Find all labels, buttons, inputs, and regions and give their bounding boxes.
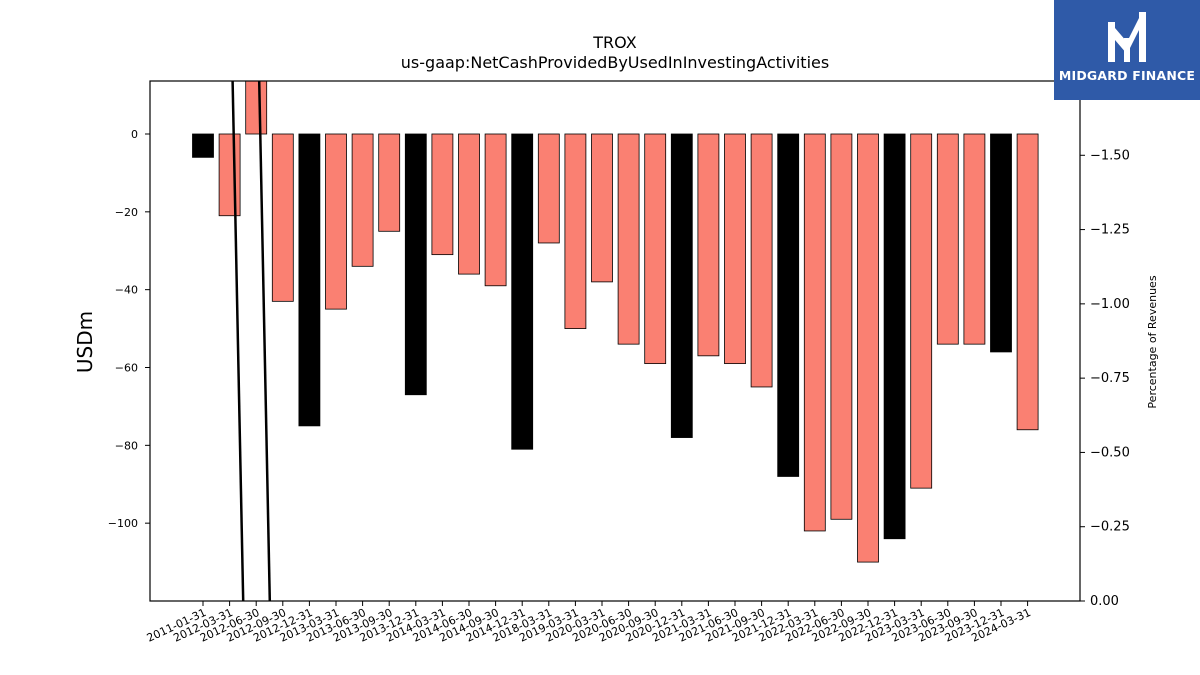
bar [325, 133, 347, 310]
bar [777, 133, 800, 477]
bar [298, 133, 321, 427]
chart-title: TROX [592, 33, 636, 52]
y-tick-label: −60 [115, 362, 138, 375]
bar [564, 133, 587, 329]
y2-tick-label: −1.00 [1090, 297, 1130, 312]
ratio-line-group [231, 80, 272, 602]
bar [644, 133, 667, 365]
bar [271, 133, 294, 302]
bar [724, 133, 746, 365]
bar [750, 133, 773, 388]
y-tick-label: −40 [115, 284, 138, 297]
bar [218, 133, 241, 217]
bar [990, 133, 1012, 353]
chart-subtitle: us-gaap:NetCashProvidedByUsedInInvesting… [401, 53, 829, 72]
bar [883, 133, 906, 540]
y2-tick-label: 0.00 [1090, 594, 1119, 609]
bar [431, 133, 454, 256]
bar [404, 133, 427, 396]
brand-name: MIDGARD FINANCE [1058, 68, 1196, 83]
bar [511, 133, 534, 450]
ratio-line-segment [257, 80, 272, 602]
y2-tick-label: −0.50 [1090, 445, 1130, 460]
y-tick-label: 0 [131, 128, 138, 141]
brand-logo: MIDGARD FINANCE [1054, 0, 1200, 100]
y2-tick-label: −1.25 [1090, 223, 1130, 238]
bar [910, 133, 933, 489]
y2-tick-label: −0.75 [1090, 371, 1130, 386]
ratio-line-segment [231, 80, 245, 602]
y2-tick-label: −1.50 [1090, 148, 1130, 163]
y-tick-label: −20 [115, 206, 138, 219]
bar [245, 80, 268, 135]
bar [830, 133, 853, 520]
bar [697, 133, 720, 357]
y-axis-label: USDm [73, 311, 97, 373]
bar [591, 133, 613, 283]
bar [803, 133, 826, 532]
y-tick-label: −100 [108, 517, 138, 530]
bar [484, 133, 507, 287]
bar [537, 133, 560, 244]
bar [458, 133, 480, 275]
bar [378, 133, 401, 232]
bar [936, 133, 959, 345]
plot-frame [149, 80, 1081, 602]
y2-tick-label: −0.25 [1090, 520, 1130, 535]
bar [670, 133, 693, 438]
y2-axis-label: Percentage of Revenues [1146, 275, 1159, 408]
midgard-logo-icon [1108, 12, 1146, 62]
bar [192, 133, 214, 158]
bar [1016, 133, 1039, 431]
bar [351, 133, 374, 267]
bars-group [192, 80, 1039, 563]
bar [857, 133, 879, 563]
y-tick-label: −80 [115, 439, 138, 452]
bar [617, 133, 640, 345]
bar [963, 133, 986, 345]
